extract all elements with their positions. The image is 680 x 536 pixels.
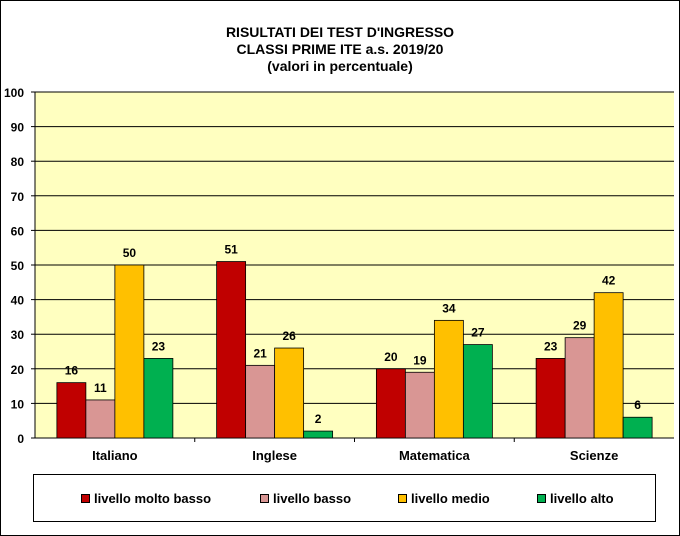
- y-tick-label: 80: [11, 155, 25, 169]
- y-tick-label: 100: [4, 86, 24, 100]
- data-label: 2: [315, 412, 322, 426]
- data-label: 26: [282, 329, 296, 343]
- legend-swatch-medio: [398, 493, 407, 503]
- bar: [564, 337, 595, 439]
- bar: [303, 430, 334, 439]
- chart-title-line-2: CLASSI PRIME ITE a.s. 2019/20: [236, 41, 444, 57]
- bar: [462, 344, 493, 439]
- legend-item-alto: livello alto: [537, 490, 614, 506]
- y-tick-label: 60: [11, 224, 25, 238]
- data-label: 51: [224, 243, 238, 257]
- x-tick-label: Scienze: [570, 448, 618, 463]
- legend-label-basso: livello basso: [273, 490, 352, 506]
- data-label: 29: [573, 319, 587, 333]
- bar: [622, 416, 653, 439]
- data-label: 34: [442, 301, 456, 315]
- legend: livello molto basso livello basso livell…: [33, 474, 656, 522]
- x-tick-label: Inglese: [252, 448, 297, 463]
- y-tick-label: 50: [11, 259, 25, 273]
- data-label: 23: [544, 339, 558, 353]
- legend-swatch-basso: [260, 493, 269, 503]
- chart-title-line-3: (valori in percentuale): [267, 58, 413, 74]
- bar: [593, 292, 624, 439]
- legend-label-molto-basso: livello molto basso: [94, 490, 212, 506]
- data-label: 16: [65, 364, 79, 378]
- bar: [375, 368, 406, 439]
- data-label: 42: [602, 274, 616, 288]
- data-label: 20: [384, 350, 398, 364]
- bar: [85, 399, 116, 439]
- legend-item-basso: livello basso: [260, 490, 352, 506]
- data-label: 19: [413, 353, 427, 367]
- legend-swatch-molto-basso: [81, 493, 90, 503]
- data-label: 23: [152, 339, 166, 353]
- bar: [56, 382, 87, 439]
- data-label: 50: [123, 246, 137, 260]
- data-label: 21: [253, 346, 267, 360]
- legend-item-medio: livello medio: [398, 490, 490, 506]
- bar: [114, 264, 145, 439]
- bar: [535, 358, 566, 439]
- legend-label-alto: livello alto: [550, 490, 614, 506]
- legend-item-molto-basso: livello molto basso: [81, 490, 212, 506]
- data-label: 27: [471, 326, 485, 340]
- y-tick-label: 0: [17, 432, 24, 446]
- bar: [143, 358, 174, 439]
- x-tick-label: Italiano: [92, 448, 138, 463]
- y-tick-label: 40: [11, 294, 25, 308]
- bar: [274, 347, 305, 439]
- legend-swatch-alto: [537, 493, 546, 503]
- bar: [216, 261, 247, 439]
- y-tick-label: 10: [11, 397, 25, 411]
- y-tick-label: 70: [11, 190, 25, 204]
- y-tick-label: 20: [11, 363, 25, 377]
- bar: [404, 371, 435, 439]
- legend-label-medio: livello medio: [411, 490, 490, 506]
- y-tick-label: 30: [11, 328, 25, 342]
- y-tick-label: 90: [11, 121, 25, 135]
- bar: [245, 364, 276, 439]
- x-tick-label: Matematica: [399, 448, 471, 463]
- chart-title-line-1: RISULTATI DEI TEST D'INGRESSO: [225, 24, 455, 40]
- bar: [433, 319, 464, 439]
- data-label: 6: [634, 398, 641, 412]
- data-label: 11: [94, 381, 107, 395]
